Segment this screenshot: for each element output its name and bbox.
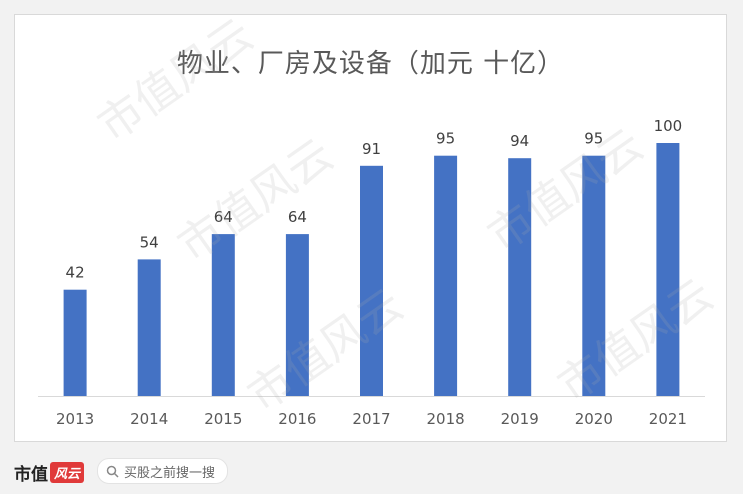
brand-badge: 风云 (50, 462, 85, 483)
data-label-2013: 42 (66, 264, 85, 282)
search-icon (106, 465, 119, 478)
brand-text: 市值 (14, 465, 48, 485)
x-tick-label-2016: 2016 (278, 410, 316, 428)
search-box[interactable]: 买股之前搜一搜 (97, 458, 229, 484)
bar-2019 (508, 158, 532, 396)
x-tick-label-2017: 2017 (352, 410, 390, 428)
bar-2020 (582, 155, 606, 396)
x-tick-label-2014: 2014 (130, 410, 168, 428)
x-tick-label-2019: 2019 (501, 410, 539, 428)
data-label-2014: 54 (140, 233, 159, 251)
x-tick-label-2020: 2020 (575, 410, 613, 428)
bar-2013 (63, 289, 87, 396)
bar-2021 (656, 143, 680, 396)
chart-frame: 物业、厂房及设备（加元 十亿） 42 2013 54 2014 64 2015 64 2016… (14, 9, 727, 442)
chart-title: 物业、厂房及设备（加元 十亿） (176, 49, 565, 79)
bar-2017 (360, 165, 383, 396)
data-label-2021: 100 (654, 117, 683, 135)
footer-bar: 市值 风云 买股之前搜一搜 (0, 450, 743, 494)
chart-plot: 42 2013 54 2014 64 2015 64 2016 91 2017 95 2018 94 20… (38, 117, 705, 428)
x-tick-label-2018: 2018 (427, 410, 465, 428)
search-placeholder: 买股之前搜一搜 (124, 465, 216, 481)
brand-logo: 市值 风云 (14, 460, 85, 485)
data-label-2016: 64 (288, 208, 307, 226)
x-tick-label-2021: 2021 (649, 410, 687, 428)
bar-2016 (285, 234, 309, 396)
data-label-2018: 95 (436, 130, 455, 148)
bar-2015 (211, 234, 235, 396)
data-label-2019: 94 (510, 132, 529, 150)
data-label-2015: 64 (214, 208, 233, 226)
bar-2018 (434, 155, 458, 396)
bar-2014 (137, 259, 161, 396)
x-tick-label-2015: 2015 (204, 410, 242, 428)
x-tick-label-2013: 2013 (56, 410, 94, 428)
data-label-2017: 91 (362, 140, 381, 158)
data-label-2020: 95 (584, 130, 603, 148)
